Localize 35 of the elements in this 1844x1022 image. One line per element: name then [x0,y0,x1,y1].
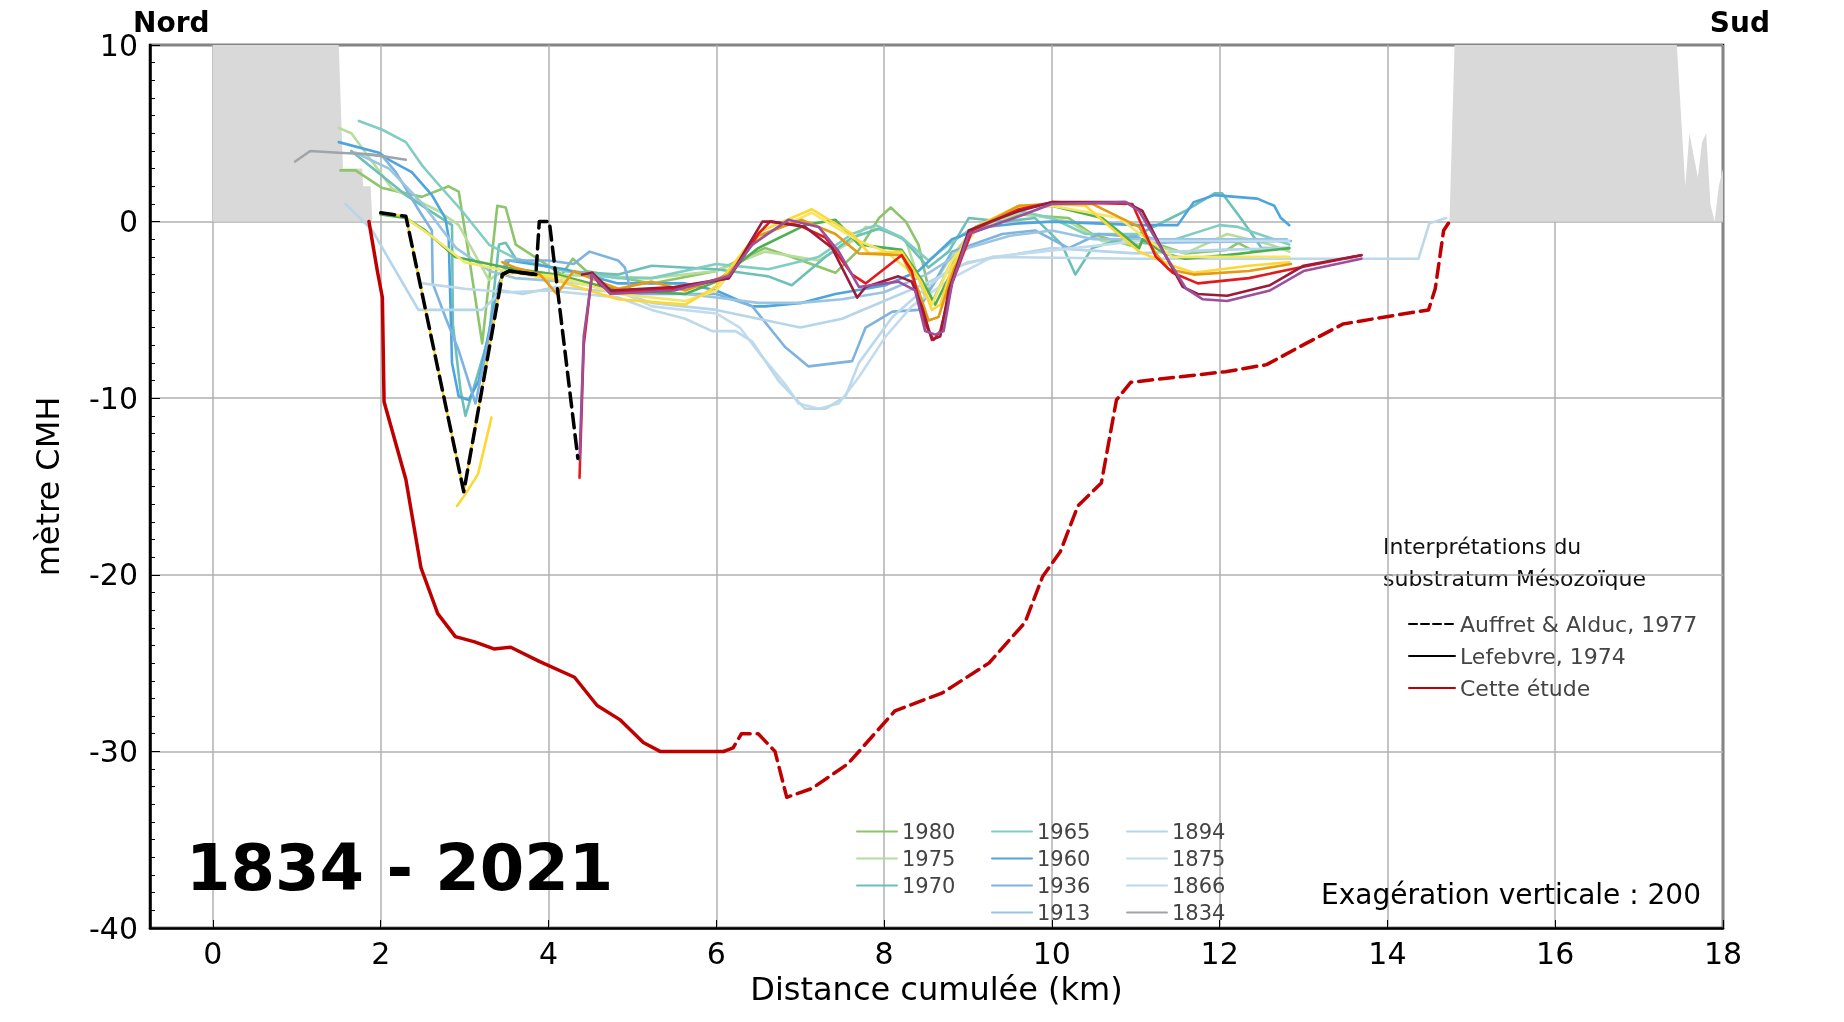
legend-label: Cette étude [1460,675,1591,701]
annotation: Exagération verticale : 200 [1321,877,1702,911]
annotation: 1834 - 2021 [186,831,614,905]
legend-label: 1834 [1172,900,1226,925]
x-tick-label: 0 [203,935,223,971]
legend-label: 1894 [1172,819,1226,844]
legend-label: 1866 [1172,873,1226,898]
x-tick-label: 2 [371,935,391,971]
x-tick-label: 12 [1200,935,1239,971]
y-tick-label: -10 [89,380,138,416]
x-tick-label: 4 [538,935,559,971]
x-tick-label: 10 [1032,935,1071,971]
legend-label: Auffret & Alduc, 1977 [1460,611,1698,637]
y-tick-label: 0 [118,204,138,240]
legend-label: 1980 [902,819,956,844]
legend-label: 1913 [1037,900,1091,925]
x-tick-label: 16 [1536,935,1575,971]
x-tick-label: 6 [706,935,726,971]
y-axis-title: mètre CMH [29,396,67,577]
legend-label: 1875 [1172,846,1226,871]
legend-label: 1936 [1037,873,1091,898]
legend-label: Lefebvre, 1974 [1460,643,1626,669]
y-tick-label: -20 [89,557,138,593]
legend-label: 1975 [902,846,956,871]
y-tick-label: -40 [89,910,138,946]
legend-label: 1970 [902,873,956,898]
legend-label: 1965 [1037,819,1091,844]
x-tick-label: 18 [1703,935,1743,971]
x-tick-label: 14 [1368,935,1407,971]
text: Sud [1709,5,1771,39]
x-axis-title: Distance cumulée (km) [750,969,1123,1008]
legend-title: Interprétations du substratum Mésozoïque [1383,533,1646,591]
y-tick-label: -30 [89,733,138,769]
legend-label: 1960 [1037,846,1091,871]
x-tick-label: 8 [874,935,894,971]
